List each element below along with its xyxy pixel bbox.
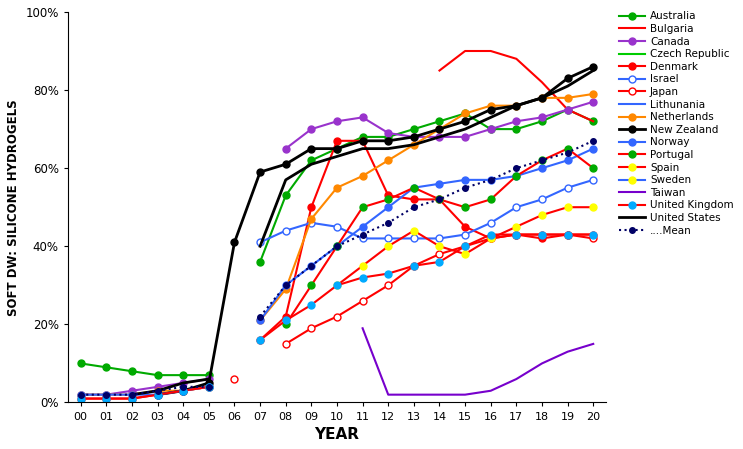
Y-axis label: SOFT DW: SILICONE HYDROGELS: SOFT DW: SILICONE HYDROGELS [7,99,20,316]
X-axis label: YEAR: YEAR [314,427,360,442]
Legend: Australia, Bulgaria, Canada, Czech Republic, Denmark, Israel, Japan, Lithunania,: Australia, Bulgaria, Canada, Czech Repub… [617,9,736,238]
